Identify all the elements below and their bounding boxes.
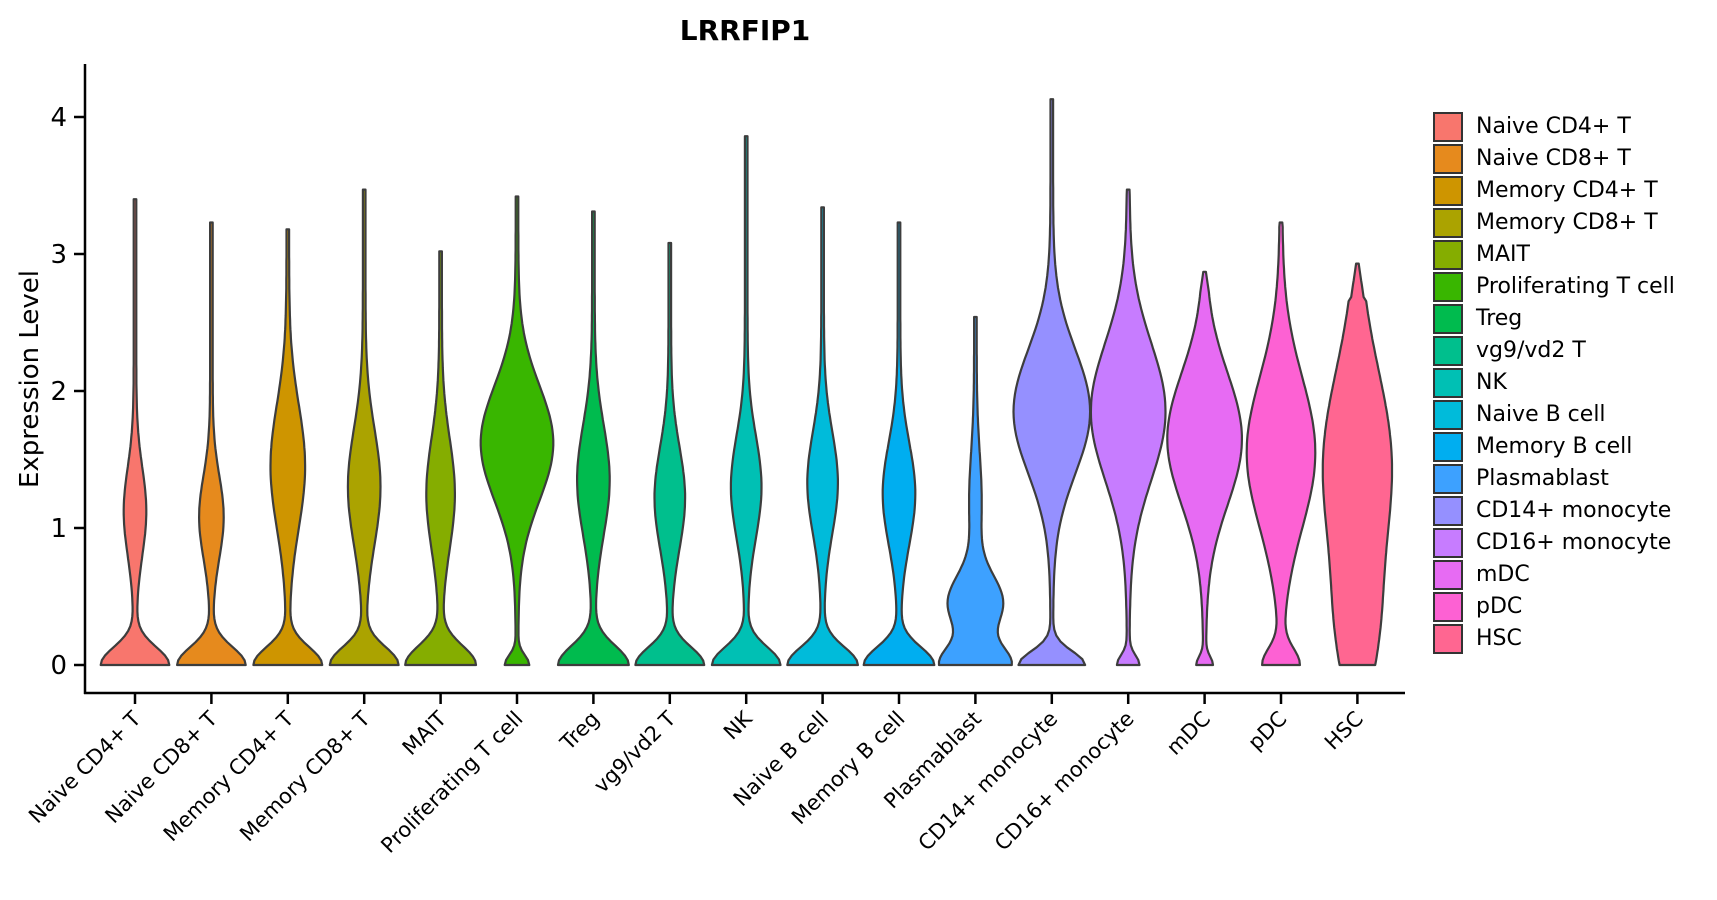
legend-item-label: pDC xyxy=(1476,594,1523,619)
x-tick-label: HSC xyxy=(1320,707,1368,755)
legend-item: Naive CD4+ T xyxy=(1433,112,1675,142)
x-tick-label: vg9/vd2 T xyxy=(589,706,680,797)
violins-group xyxy=(99,98,1394,667)
violin-proliferating-t-cell xyxy=(479,195,555,667)
x-tick-label: CD16+ monocyte xyxy=(990,707,1139,856)
legend-item: CD16+ monocyte xyxy=(1433,528,1675,558)
legend-item: mDC xyxy=(1433,560,1675,590)
legend-swatch-icon xyxy=(1433,400,1463,430)
legend-item-label: HSC xyxy=(1476,626,1522,651)
violin-memory-cd4-t xyxy=(252,228,324,667)
legend-item-label: Naive CD4+ T xyxy=(1476,114,1631,139)
legend-swatch-icon xyxy=(1433,368,1463,398)
legend-swatch-icon xyxy=(1433,176,1463,206)
legend-item-label: MAIT xyxy=(1476,242,1530,267)
x-tick-label: Memory CD4+ T xyxy=(159,706,299,846)
x-tick-label: NK xyxy=(719,706,758,745)
legend-item: NK xyxy=(1433,368,1675,398)
y-tick-label: 3 xyxy=(50,240,67,270)
legend-item-label: vg9/vd2 T xyxy=(1476,338,1586,363)
legend-item-label: CD16+ monocyte xyxy=(1476,530,1672,555)
legend-item: CD14+ monocyte xyxy=(1433,496,1675,526)
violin-treg xyxy=(556,210,630,667)
legend-swatch-icon xyxy=(1433,592,1463,622)
legend-swatch-icon xyxy=(1433,464,1463,494)
legend-swatch-icon xyxy=(1433,336,1463,366)
x-tick-label: CD14+ monocyte xyxy=(914,707,1063,856)
y-tick-label: 0 xyxy=(50,651,67,681)
violin-memory-b-cell xyxy=(862,221,936,667)
legend-swatch-icon xyxy=(1433,112,1463,142)
legend-swatch-icon xyxy=(1433,240,1463,270)
legend-item-label: Memory CD8+ T xyxy=(1476,210,1658,235)
legend-item: Plasmablast xyxy=(1433,464,1675,494)
legend-item-label: Naive B cell xyxy=(1476,402,1606,427)
legend-item-label: Treg xyxy=(1476,306,1523,331)
legend-item-label: NK xyxy=(1476,370,1507,395)
y-tick-label: 1 xyxy=(50,514,67,544)
legend-item: HSC xyxy=(1433,624,1675,654)
violin-naive-cd4-t xyxy=(99,198,171,667)
x-tick-label: Memory CD8+ T xyxy=(235,706,375,846)
violin-plasmablast xyxy=(937,315,1013,667)
legend-swatch-icon xyxy=(1433,272,1463,302)
legend-swatch-icon xyxy=(1433,496,1463,526)
violin-naive-cd8-t xyxy=(176,221,247,667)
legend-item: Memory CD4+ T xyxy=(1433,176,1675,206)
legend-item: Proliferating T cell xyxy=(1433,272,1675,302)
violin-cd16-monocyte xyxy=(1089,188,1167,667)
legend-item-label: mDC xyxy=(1476,562,1530,587)
legend-item-label: Memory CD4+ T xyxy=(1476,178,1658,203)
chart-title: LRRFIP1 xyxy=(679,14,811,47)
legend-item: MAIT xyxy=(1433,240,1675,270)
x-tick-label: Proliferating T cell xyxy=(376,707,527,858)
legend-item: Memory B cell xyxy=(1433,432,1675,462)
legend-item: Naive B cell xyxy=(1433,400,1675,430)
violin-hsc xyxy=(1321,262,1394,667)
violin-vg9-vd2-t xyxy=(634,241,706,667)
legend-item-label: Proliferating T cell xyxy=(1476,274,1675,299)
legend-swatch-icon xyxy=(1433,560,1463,590)
violin-pdc xyxy=(1245,221,1317,667)
legend-item-label: Plasmablast xyxy=(1476,466,1609,491)
legend-item: Memory CD8+ T xyxy=(1433,208,1675,238)
legend-item: Naive CD8+ T xyxy=(1433,144,1675,174)
violin-naive-b-cell xyxy=(786,206,859,667)
x-tick-label: Treg xyxy=(555,707,604,756)
x-tick-label: pDC xyxy=(1243,707,1291,755)
legend-swatch-icon xyxy=(1433,304,1463,334)
legend-swatch-icon xyxy=(1433,528,1463,558)
x-tick-label: MAIT xyxy=(398,706,452,760)
legend-swatch-icon xyxy=(1433,624,1463,654)
legend-swatch-icon xyxy=(1433,144,1463,174)
legend-item: Treg xyxy=(1433,304,1675,334)
legend-swatch-icon xyxy=(1433,432,1463,462)
legend-item: pDC xyxy=(1433,592,1675,622)
legend-item-label: CD14+ monocyte xyxy=(1476,498,1672,523)
legend-swatch-icon xyxy=(1433,208,1463,238)
violin-nk xyxy=(710,135,782,667)
violin-cd14-monocyte xyxy=(1012,98,1092,667)
legend-item-label: Memory B cell xyxy=(1476,434,1633,459)
y-axis-label: Expression Level xyxy=(15,270,45,488)
violin-mait xyxy=(404,250,478,667)
x-tick-label: mDC xyxy=(1162,707,1215,760)
legend-item: vg9/vd2 T xyxy=(1433,336,1675,366)
legend: Naive CD4+ T Naive CD8+ T Memory CD4+ T Mem… xyxy=(1433,112,1675,656)
violin-memory-cd8-t xyxy=(328,188,400,667)
violin-mdc xyxy=(1166,270,1243,667)
legend-item-label: Naive CD8+ T xyxy=(1476,146,1631,171)
y-tick-label: 4 xyxy=(50,103,67,133)
y-tick-label: 2 xyxy=(50,377,67,407)
